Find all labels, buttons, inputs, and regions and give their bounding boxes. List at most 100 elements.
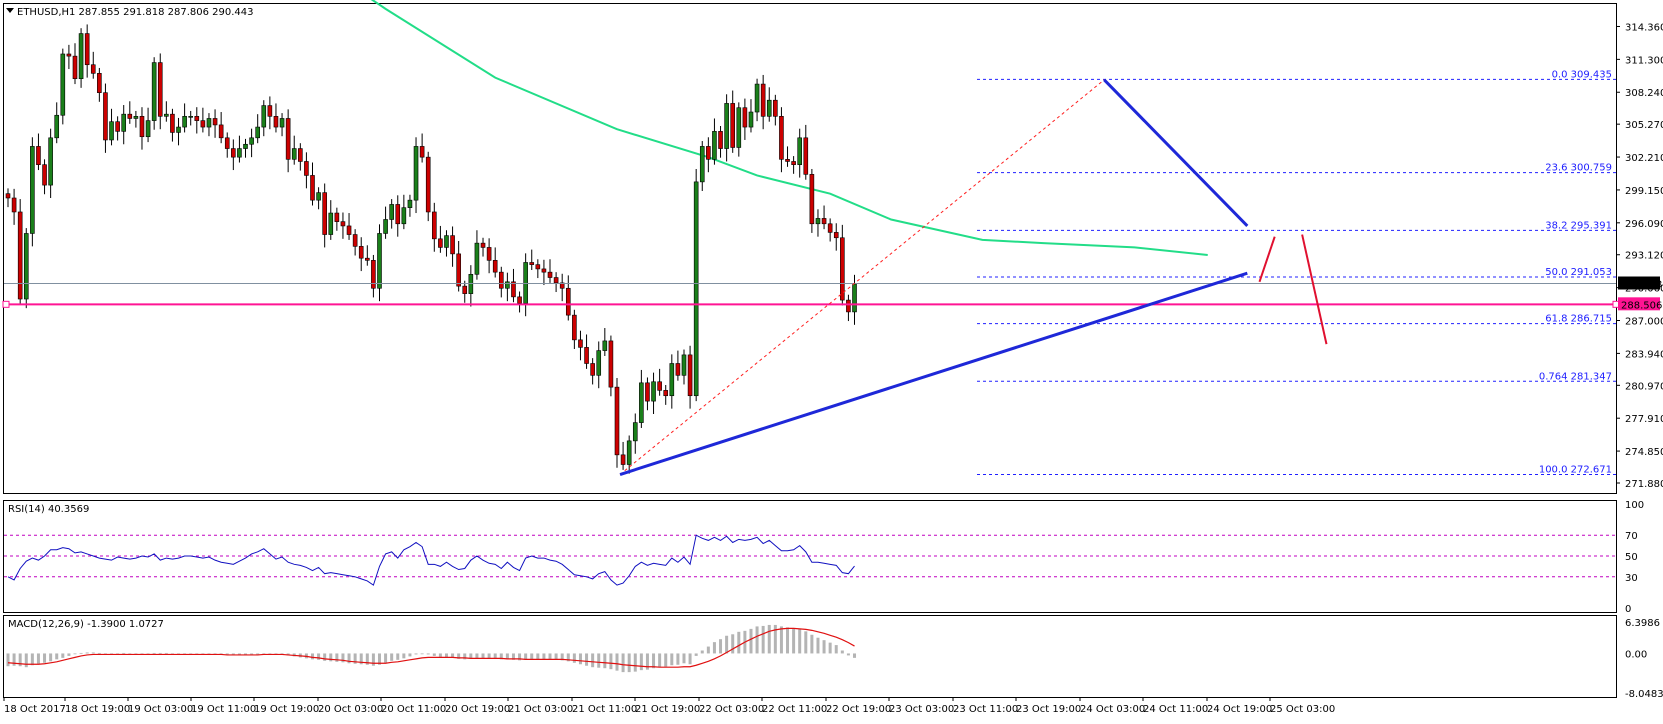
macd-histogram-bar [810,635,813,654]
macd-histogram-bar [165,653,168,654]
macd-histogram-bar [86,652,89,653]
candle-body-down [371,260,375,288]
candle-body-down [554,278,558,283]
macd-pane-title: MACD(12,26,9) -1.3900 1.0727 [8,619,164,630]
candle [609,336,613,397]
candle-body-up [749,112,753,127]
macd-histogram-bar [122,653,125,654]
candle-body-down [463,286,467,294]
candle-body-up [633,423,637,441]
candle-body-down [676,363,680,375]
macd-histogram-bar [536,653,539,659]
candle-body-down [810,174,814,223]
macd-histogram-bar [695,653,698,655]
candle-body-down [73,56,77,79]
candle-body-up [280,118,284,127]
price-axis-label: 274.850 [1625,447,1663,458]
candle-body-down [719,131,723,148]
fib-level-label: 38.2 295.391 [1545,220,1612,231]
candle-body-up [384,219,388,233]
macd-axis-label: 6.3986 [1625,618,1660,629]
candle-body-down [231,149,235,158]
macd-histogram-bar [682,653,685,663]
candle-body-up [725,103,729,148]
time-axis-label: 20 Oct 19:00 [445,704,510,715]
candle [79,28,83,88]
macd-histogram-bar [415,653,418,654]
candle-body-down [438,239,442,248]
macd-histogram-bar [329,653,332,661]
candle-body-down [43,165,47,185]
candle-body-up [152,63,156,121]
candle-body-down [481,243,485,247]
fib-level-label: 0.764 281.347 [1539,371,1612,382]
macd-histogram-bar [713,642,716,653]
candle-body-down [274,116,278,127]
candle-body-down [67,54,71,56]
macd-histogram-bar [652,653,655,668]
time-axis-label: 23 Oct 11:00 [953,704,1018,715]
macd-histogram-bar [756,626,759,653]
candle-body-up [244,144,248,148]
price-pane-title: ETHUSD,H1 287.855 291.818 287.806 290.44… [6,7,254,18]
time-axis-label: 23 Oct 19:00 [1016,704,1081,715]
candle-body-down [578,340,582,348]
price-axis-label: 296.090 [1625,219,1663,230]
macd-histogram-bar [640,653,643,670]
candle-body-down [658,382,662,391]
candle-body-down [140,116,144,136]
time-axis-label: 22 Oct 19:00 [826,704,891,715]
macd-histogram-bar [658,653,661,667]
candle-body-down [323,193,327,235]
candle-body-down [298,149,302,162]
candle-body-down [365,258,369,260]
price-axis-label: 293.120 [1625,251,1663,262]
candle-body-up [250,138,254,144]
macd-histogram-bar [25,653,28,667]
time-axis-label: 24 Oct 19:00 [1207,704,1272,715]
price-axis-label: 308.240 [1625,88,1663,99]
macd-histogram-bar [676,653,679,664]
candle-body-down [195,116,199,120]
time-axis-label: 23 Oct 03:00 [889,704,954,715]
candle-body-up [110,122,114,140]
candle-body-down [834,232,838,237]
macd-histogram-bar [439,653,442,656]
price-axis-label: 287.000 [1625,317,1663,328]
candle-body-down [688,355,692,396]
candle-body-down [213,118,217,124]
candle-body-up [682,355,686,375]
candle-body-down [225,138,229,149]
macd-histogram-bar [634,653,637,671]
candle-body-up [49,138,53,185]
candle-body-up [183,116,187,127]
candle-body-down [585,347,589,363]
macd-histogram-bar [585,653,588,665]
candle-body-down [846,300,850,312]
price-label: 288.506 [1621,300,1662,311]
macd-histogram-bar [549,653,552,659]
candle-body-up [164,114,168,116]
candle-body-down [158,63,162,117]
candle [24,228,28,308]
macd-histogram-bar [153,653,156,654]
candle-body-up [390,204,394,219]
candle-body-up [262,106,266,127]
candle-body-down [779,116,783,159]
macd-histogram-bar [573,653,576,662]
time-axis-label: 21 Oct 03:00 [508,704,573,715]
candle-body-down [396,204,400,223]
price-axis-label: 305.270 [1625,120,1663,131]
macd-histogram-bar [7,653,10,666]
macd-histogram-bar [67,653,70,655]
macd-axis-label: 0.00 [1625,649,1647,660]
macd-histogram-bar [792,629,795,654]
rsi-axis-label: 30 [1625,573,1638,584]
rsi-pane-title: RSI(14) 40.3569 [8,504,89,515]
candle-body-up [475,243,479,274]
macd-histogram-bar [92,652,95,653]
candle-body-up [408,200,412,208]
macd-histogram-bar [80,653,83,654]
candle-body-down [432,212,436,239]
